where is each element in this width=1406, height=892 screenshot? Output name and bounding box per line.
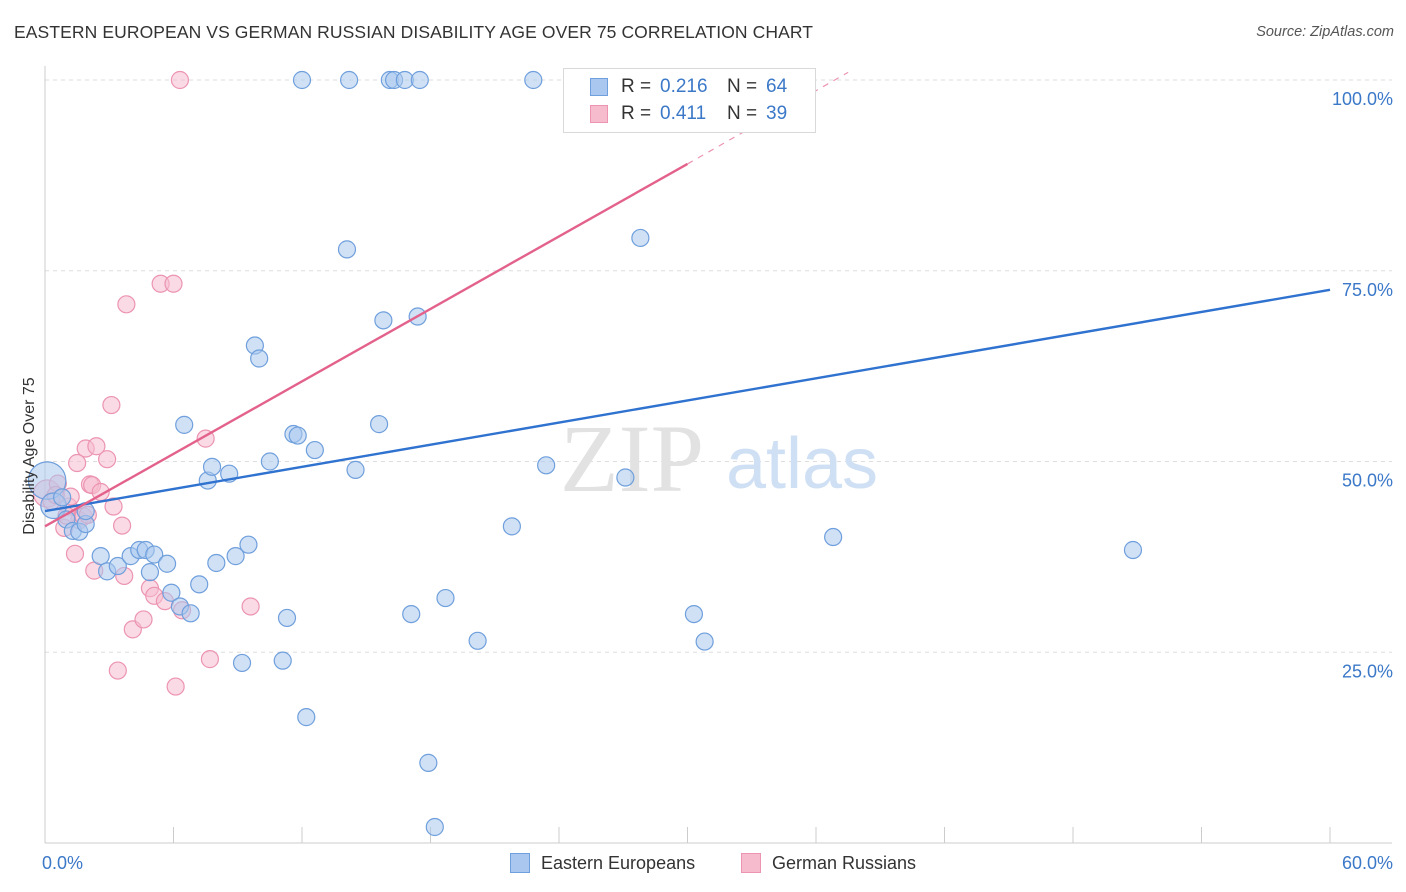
- bottom-legend-label: German Russians: [772, 853, 917, 873]
- trend-lines: [44, 71, 1331, 528]
- legend-n-value: 39: [766, 103, 788, 124]
- data-point: [241, 597, 260, 616]
- x-tick-label: 0.0%: [42, 853, 83, 873]
- y-tick-label: 25.0%: [1342, 661, 1393, 681]
- data-point: [502, 517, 521, 536]
- y-axis-label: Disability Age Over 75: [21, 377, 38, 535]
- legend-n-label: N =: [727, 76, 758, 97]
- data-point: [157, 554, 177, 573]
- data-point: [98, 450, 117, 469]
- watermark: ZIP atlas: [560, 405, 878, 512]
- legend-r-value: 0.216: [660, 76, 708, 97]
- data-point: [164, 274, 183, 293]
- data-point: [232, 653, 252, 673]
- bottom-legend-label: Eastern Europeans: [541, 853, 696, 873]
- tick-labels: 25.0% 50.0% 75.0% 100.0% 0.0% 60.0%: [42, 89, 1393, 873]
- data-point: [1123, 540, 1143, 560]
- data-point: [824, 527, 843, 547]
- data-point: [684, 604, 704, 624]
- data-point: [117, 295, 136, 314]
- watermark-zip: ZIP: [560, 405, 704, 512]
- data-point: [419, 753, 438, 772]
- data-point: [273, 651, 292, 670]
- legend-row-german-russians: R = 0.411 N = 39: [564, 101, 815, 127]
- data-point: [108, 556, 127, 576]
- y-tick-label: 100.0%: [1332, 89, 1393, 109]
- data-point: [305, 440, 324, 460]
- data-point: [87, 437, 106, 456]
- data-point: [207, 553, 226, 573]
- data-point: [190, 575, 209, 594]
- data-point: [695, 632, 714, 651]
- data-point: [104, 497, 123, 516]
- data-point: [631, 228, 650, 248]
- data-point: [337, 240, 357, 259]
- y-tick-label: 50.0%: [1342, 471, 1393, 491]
- data-point: [346, 460, 365, 479]
- legend-row-eastern-europeans: R = 0.216 N = 64: [564, 74, 815, 100]
- data-point: [537, 456, 556, 475]
- data-point: [239, 535, 258, 554]
- data-point: [410, 70, 429, 90]
- data-point: [402, 604, 421, 624]
- data-point: [616, 468, 635, 487]
- legend-r-label: R =: [621, 76, 652, 97]
- data-point: [53, 488, 72, 507]
- data-point: [374, 311, 393, 330]
- data-point: [370, 415, 389, 434]
- trend-line-eastern-europeans: [44, 288, 1331, 513]
- legend-n-label: N =: [727, 103, 758, 124]
- data-point: [277, 608, 297, 628]
- grid-lines: [45, 79, 1392, 653]
- data-point: [170, 70, 190, 90]
- data-point: [166, 677, 185, 696]
- data-point: [65, 544, 85, 563]
- legend-r-value: 0.411: [660, 103, 707, 124]
- data-point: [524, 70, 543, 90]
- data-point: [175, 415, 194, 434]
- data-point: [68, 453, 87, 473]
- correlation-legend: R = 0.216 N = 64 R = 0.411 N = 39: [563, 68, 816, 133]
- data-point: [340, 70, 359, 90]
- data-point: [145, 545, 164, 564]
- x-tick-label: 60.0%: [1342, 853, 1393, 873]
- data-point: [108, 661, 127, 680]
- german-russians-points: [32, 70, 260, 696]
- data-point: [292, 70, 312, 90]
- data-point: [226, 547, 245, 566]
- data-point: [260, 452, 279, 471]
- source-credit: Source: ZipAtlas.com: [1256, 24, 1394, 40]
- data-point: [468, 631, 487, 650]
- data-point: [297, 708, 316, 727]
- trend-line-german-russians: [44, 162, 689, 528]
- data-point: [436, 588, 455, 608]
- watermark-atlas: atlas: [726, 424, 878, 504]
- axes: [44, 66, 1392, 844]
- data-point: [162, 583, 181, 602]
- y-tick-label: 75.0%: [1342, 280, 1393, 300]
- legend-n-value: 64: [766, 76, 788, 97]
- data-point: [425, 817, 444, 837]
- chart-title: EASTERN EUROPEAN VS GERMAN RUSSIAN DISAB…: [14, 22, 814, 42]
- data-point: [112, 516, 132, 535]
- bottom-legend-swatch-blue: [510, 853, 530, 873]
- data-point: [134, 610, 153, 629]
- data-point: [102, 395, 121, 415]
- data-point: [91, 547, 110, 566]
- legend-swatch-blue: [590, 78, 608, 96]
- legend-r-label: R =: [621, 103, 652, 124]
- data-point: [200, 650, 220, 669]
- data-point: [288, 426, 307, 445]
- data-point: [250, 349, 269, 368]
- legend-swatch-pink: [590, 105, 608, 123]
- bottom-legend-swatch-pink: [741, 853, 761, 873]
- data-point: [202, 457, 222, 476]
- data-point: [140, 563, 160, 582]
- data-point: [181, 604, 200, 623]
